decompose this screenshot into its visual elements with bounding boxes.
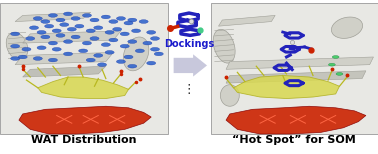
- Polygon shape: [218, 15, 275, 26]
- Ellipse shape: [332, 17, 363, 38]
- Ellipse shape: [6, 32, 28, 60]
- Polygon shape: [15, 52, 113, 65]
- Polygon shape: [226, 71, 366, 83]
- Circle shape: [94, 54, 103, 57]
- Circle shape: [98, 63, 107, 67]
- Circle shape: [120, 44, 129, 48]
- Circle shape: [154, 52, 163, 56]
- Circle shape: [116, 60, 125, 63]
- Circle shape: [128, 64, 137, 68]
- Circle shape: [101, 43, 110, 47]
- Circle shape: [94, 26, 103, 30]
- Circle shape: [132, 29, 141, 33]
- Circle shape: [128, 40, 137, 43]
- Circle shape: [52, 29, 61, 33]
- Ellipse shape: [213, 29, 235, 63]
- Circle shape: [120, 32, 129, 36]
- Circle shape: [109, 20, 118, 23]
- Circle shape: [64, 40, 73, 43]
- Circle shape: [64, 52, 73, 56]
- Circle shape: [75, 24, 84, 28]
- Circle shape: [124, 55, 133, 59]
- Circle shape: [45, 24, 54, 28]
- Circle shape: [33, 57, 42, 60]
- Polygon shape: [234, 75, 339, 99]
- Circle shape: [48, 58, 57, 62]
- Circle shape: [67, 27, 76, 31]
- Circle shape: [147, 61, 156, 65]
- Circle shape: [82, 14, 91, 17]
- Circle shape: [37, 46, 46, 50]
- Circle shape: [56, 18, 65, 22]
- Polygon shape: [19, 106, 151, 134]
- Circle shape: [116, 17, 125, 20]
- Circle shape: [150, 47, 160, 51]
- Circle shape: [86, 58, 95, 62]
- Circle shape: [41, 35, 50, 39]
- Circle shape: [109, 38, 118, 42]
- Text: WAT Distribution: WAT Distribution: [31, 135, 137, 145]
- Circle shape: [11, 32, 20, 36]
- Circle shape: [90, 18, 99, 22]
- Circle shape: [143, 41, 152, 45]
- Circle shape: [150, 37, 160, 40]
- Circle shape: [33, 17, 42, 20]
- Circle shape: [113, 27, 122, 31]
- Circle shape: [52, 47, 61, 51]
- Circle shape: [79, 49, 88, 53]
- Circle shape: [11, 44, 20, 48]
- Ellipse shape: [123, 37, 149, 71]
- Circle shape: [86, 29, 95, 33]
- Circle shape: [41, 20, 50, 23]
- Polygon shape: [38, 77, 129, 99]
- Circle shape: [336, 73, 343, 75]
- Circle shape: [29, 26, 39, 30]
- Text: Dockings: Dockings: [164, 39, 214, 49]
- Text: “Hot Spot” for SOM: “Hot Spot” for SOM: [232, 135, 356, 145]
- Circle shape: [128, 18, 137, 22]
- Polygon shape: [0, 3, 168, 134]
- Circle shape: [22, 47, 31, 51]
- Circle shape: [328, 63, 335, 66]
- Circle shape: [18, 55, 27, 59]
- Circle shape: [37, 30, 46, 34]
- Polygon shape: [23, 66, 106, 77]
- Polygon shape: [15, 12, 91, 22]
- Circle shape: [135, 49, 144, 53]
- Circle shape: [48, 41, 57, 45]
- Circle shape: [105, 30, 114, 34]
- Circle shape: [71, 35, 80, 39]
- Text: ⋮: ⋮: [183, 83, 195, 96]
- Circle shape: [101, 15, 110, 19]
- Circle shape: [124, 21, 133, 25]
- Circle shape: [82, 41, 91, 45]
- Circle shape: [105, 51, 114, 54]
- Polygon shape: [23, 31, 121, 43]
- Circle shape: [90, 37, 99, 40]
- Circle shape: [60, 23, 69, 26]
- Circle shape: [71, 17, 80, 20]
- Circle shape: [26, 37, 35, 40]
- Polygon shape: [226, 106, 366, 134]
- Circle shape: [56, 34, 65, 37]
- Polygon shape: [226, 57, 373, 69]
- FancyArrowPatch shape: [174, 54, 207, 77]
- Circle shape: [332, 56, 339, 58]
- Polygon shape: [211, 3, 378, 134]
- Circle shape: [11, 57, 20, 60]
- Circle shape: [147, 30, 156, 34]
- Circle shape: [64, 12, 73, 16]
- Circle shape: [48, 14, 57, 17]
- Circle shape: [139, 20, 148, 23]
- Ellipse shape: [220, 85, 239, 106]
